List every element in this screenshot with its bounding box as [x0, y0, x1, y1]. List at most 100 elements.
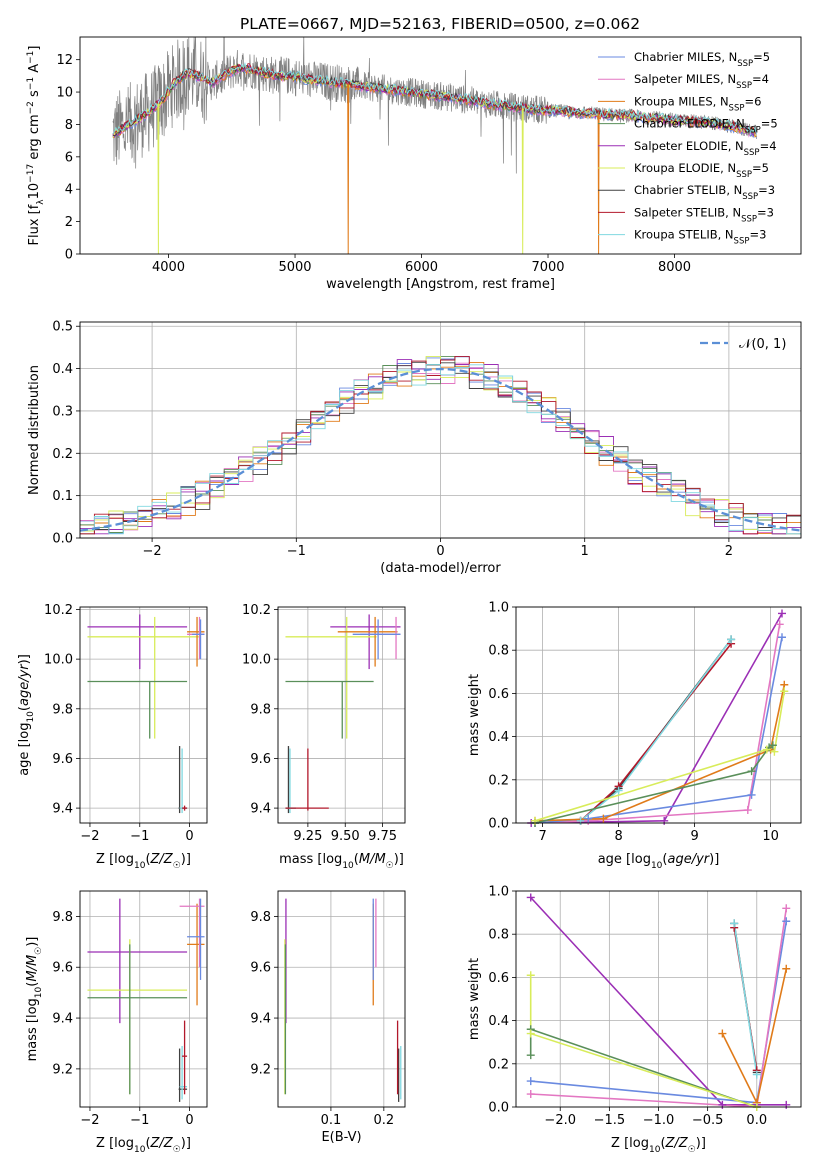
label-part: Z [log [611, 1136, 649, 1151]
legend-text: Salpeter MILES, N [634, 72, 736, 86]
x-tick-label: −1 [130, 829, 149, 844]
y-axis-label: mass weight [467, 958, 482, 1040]
x-tick-label: 7 [538, 829, 546, 844]
label-part: 10 [342, 861, 354, 871]
series-marker [770, 747, 779, 756]
label-part: −1 [26, 77, 36, 90]
legend-entry: Chabrier STELIB, NSSP=3 [634, 183, 775, 202]
legend-sub: SSP [742, 192, 758, 202]
y-tick-label: 9.6 [250, 961, 271, 976]
label-part: )] [696, 1136, 706, 1151]
x-axis-label: (data-model)/error [380, 561, 501, 576]
legend-entry: Kroupa STELIB, NSSP=3 [634, 228, 766, 247]
label-part: −1 [26, 51, 36, 64]
legend-tail: =5 [752, 161, 769, 175]
plot-area [87, 898, 205, 1102]
label-part: Z [log [96, 1136, 134, 1151]
x-tick-label: −1 [287, 544, 306, 559]
legend-entry: Salpeter MILES, NSSP=4 [634, 72, 769, 91]
y-tick-label: 0 [65, 248, 73, 263]
y-tick-label: 9.4 [250, 802, 271, 817]
y-tick-label: 0.3 [52, 404, 73, 419]
label-part: ( [660, 1136, 665, 1151]
y-tick-label: 0.0 [488, 817, 509, 832]
legend-entry: Salpeter ELODIE, NSSP=4 [634, 139, 777, 158]
label-part: 10 [27, 183, 42, 200]
series-marker [780, 687, 789, 696]
label-part: ( [354, 852, 359, 867]
y-tick-label: 0.8 [488, 928, 509, 943]
series-marker [782, 917, 791, 926]
legend-tail: =3 [757, 205, 774, 219]
label-part: age [log [598, 852, 651, 867]
series-marker [526, 1077, 535, 1086]
legend-tail: =6 [744, 94, 761, 108]
legend-sub: SSP [737, 59, 753, 69]
label-part: ( [17, 706, 32, 711]
series-marker [775, 620, 784, 629]
legend-entry: 𝒩(0, 1) [739, 337, 786, 352]
series-marker [747, 767, 756, 776]
series-line [733, 923, 758, 1075]
label-part: erg cm [27, 114, 42, 163]
label-part: 10 [651, 861, 663, 871]
legend-tail: =5 [753, 50, 770, 64]
model-spectrum-line [112, 64, 757, 138]
series-marker [526, 971, 535, 980]
axes-frame [79, 36, 802, 255]
label-part: 10 [649, 1145, 661, 1155]
x-tick-label: −2.0 [544, 1113, 576, 1128]
x-axis-label: age [log10(age/yr)] [598, 852, 720, 871]
y-tick-label: 0.2 [488, 773, 509, 788]
x-tick-label: −0.5 [692, 1113, 724, 1128]
x-tick-label: 7000 [531, 260, 564, 275]
x-tick-label: −1 [130, 1113, 149, 1128]
legend-sub: SSP [744, 148, 760, 158]
legend-sub: SSP [741, 214, 757, 224]
label-part: age/yr [17, 663, 32, 706]
y-tick-label: 0.6 [488, 687, 509, 702]
series-line [721, 968, 788, 1106]
series-marker [599, 814, 608, 823]
x-axis-label: E(B-V) [321, 1130, 361, 1145]
axes-frame [79, 890, 208, 1108]
series-marker [730, 919, 739, 928]
y-tick-label: 9.4 [52, 1012, 73, 1027]
series-marker [526, 1029, 535, 1038]
label-part: age/yr [667, 852, 710, 867]
x-tick-label: 0.0 [746, 1113, 767, 1128]
series-marker [782, 964, 791, 973]
legend-sub: SSP [736, 170, 752, 180]
y-tick-label: 0.6 [488, 971, 509, 986]
series-marker [718, 1100, 727, 1109]
label-part: M/M [25, 955, 40, 982]
legend-tail: =3 [749, 228, 766, 242]
label-part: )] [709, 852, 719, 867]
series-marker [743, 806, 752, 815]
x-tick-label: 10 [762, 829, 779, 844]
series-line [534, 684, 786, 822]
legend-entry: Kroupa MILES, NSSP=6 [634, 94, 761, 113]
label-part: ( [145, 1136, 150, 1151]
x-axis-label: mass [log10(M/M☉)] [279, 852, 404, 871]
label-part: ☉ [173, 1145, 181, 1155]
series-marker [762, 745, 771, 754]
model-spectrum-line [112, 61, 757, 135]
series-marker [782, 904, 791, 913]
plot-area [284, 898, 402, 1102]
legend-entry: Kroupa ELODIE, NSSP=5 [634, 161, 769, 180]
y-tick-label: 9.6 [52, 752, 73, 767]
series-marker [526, 1051, 535, 1060]
legend-sub: SSP [745, 126, 761, 136]
label-part: Z [log [96, 852, 134, 867]
x-tick-label: −1.0 [643, 1113, 675, 1128]
series-marker [778, 633, 786, 642]
x-tick-label: −1.5 [594, 1113, 626, 1128]
figure-title: PLATE=0667, MJD=52163, FIBERID=0500, z=0… [240, 15, 640, 33]
label-part: −2 [26, 101, 36, 114]
legend-entry: Salpeter STELIB, NSSP=3 [634, 205, 774, 224]
x-tick-label: 8000 [658, 260, 691, 275]
x-tick-label: 0 [436, 544, 444, 559]
y-tick-label: 0.2 [488, 1057, 509, 1072]
plot-area [87, 614, 205, 814]
